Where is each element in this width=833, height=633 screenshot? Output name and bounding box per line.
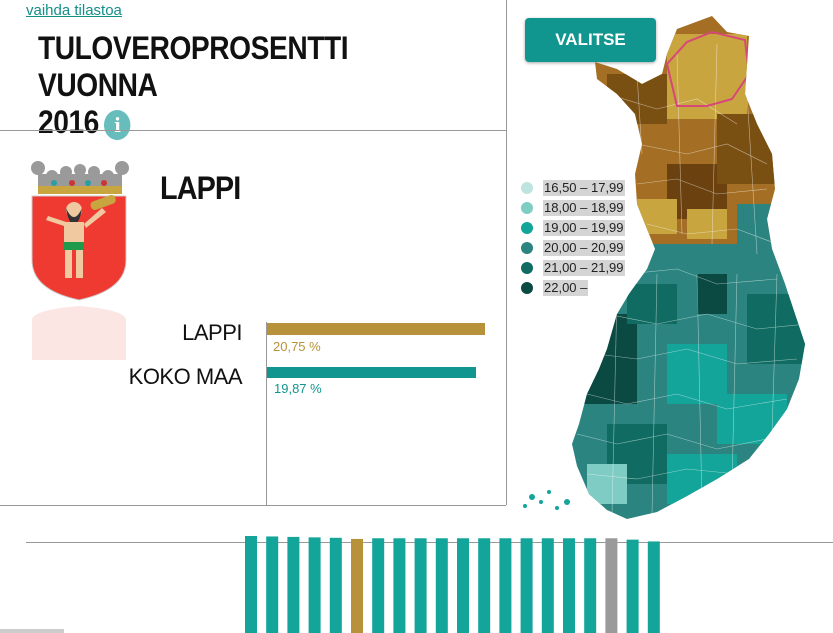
distribution-bar[interactable] (329, 537, 342, 633)
section-divider-bottom (0, 505, 506, 506)
change-statistic-link[interactable]: vaihda tilastoa (26, 2, 122, 19)
region-bar (267, 323, 485, 335)
distribution-bar[interactable] (541, 538, 554, 633)
distribution-bar[interactable] (287, 536, 300, 633)
legend-item: 19,00 – 19,99 (521, 218, 625, 238)
bar-category-label: LAPPI (182, 320, 242, 345)
title-line-2: 2016 i (38, 104, 425, 141)
distribution-bar[interactable] (478, 538, 491, 633)
section-divider-vertical (506, 0, 507, 505)
chart-top-line (26, 542, 833, 543)
distribution-chart (245, 536, 660, 633)
select-municipality-button[interactable]: VALITSE KUNTA (525, 18, 656, 93)
legend-swatch (521, 262, 533, 274)
distribution-bar[interactable] (584, 538, 597, 633)
crown-icon (31, 161, 129, 194)
legend-label: 16,50 – 17,99 (543, 180, 625, 196)
legend-item: 20,00 – 20,99 (521, 238, 625, 258)
legend-item: 18,00 – 18,99 (521, 198, 625, 218)
distribution-bar[interactable] (308, 537, 321, 633)
coat-of-arms (24, 160, 134, 365)
legend-item: 16,50 – 17,99 (521, 178, 625, 198)
page-title: TULOVEROPROSENTTI VUONNA 2016 i (38, 30, 425, 141)
bar-category-label: KOKO MAA (128, 364, 243, 389)
legend-swatch (521, 202, 533, 214)
distribution-bar[interactable] (266, 536, 279, 633)
distribution-bar[interactable] (499, 538, 512, 633)
distribution-bar[interactable] (647, 541, 660, 633)
legend-swatch (521, 282, 533, 294)
legend-label: 19,00 – 19,99 (543, 220, 625, 236)
legend-label: 18,00 – 18,99 (543, 200, 625, 216)
distribution-bar[interactable] (457, 538, 469, 633)
distribution-bar[interactable] (520, 538, 533, 633)
legend-label: 21,00 – 21,99 (543, 260, 625, 276)
region-name: LAPPI (160, 170, 241, 206)
map-legend: 16,50 – 17,99 18,00 – 18,99 19,00 – 19,99 2… (521, 178, 625, 298)
title-line-1: TULOVEROPROSENTTI VUONNA (38, 30, 349, 103)
distribution-bar[interactable] (435, 538, 448, 633)
scrollbar-thumb[interactable] (0, 629, 64, 633)
country-bar (267, 367, 476, 378)
legend-item: 22,00 – (521, 278, 625, 298)
distribution-bar[interactable] (372, 538, 385, 633)
distribution-bar[interactable] (393, 538, 406, 633)
distribution-bar[interactable] (563, 538, 575, 633)
distribution-bar[interactable] (414, 538, 427, 633)
title-year: 2016 (38, 104, 99, 140)
distribution-bar[interactable] (351, 538, 363, 633)
finland-map[interactable] (517, 14, 833, 534)
region-bar-value: 20,75 % (273, 339, 321, 354)
distribution-bar[interactable] (605, 538, 618, 633)
legend-swatch (521, 222, 533, 234)
bar-chart-axis (266, 322, 267, 505)
distribution-bar[interactable] (245, 536, 257, 633)
legend-label: 20,00 – 20,99 (543, 240, 625, 256)
legend-swatch (521, 242, 533, 254)
legend-label: 22,00 – (543, 280, 589, 296)
legend-item: 21,00 – 21,99 (521, 258, 625, 278)
distribution-bar[interactable] (626, 539, 639, 633)
country-bar-value: 19,87 % (274, 381, 322, 396)
legend-swatch (521, 182, 533, 194)
info-icon[interactable]: i (104, 109, 131, 140)
section-divider-header (0, 130, 506, 131)
